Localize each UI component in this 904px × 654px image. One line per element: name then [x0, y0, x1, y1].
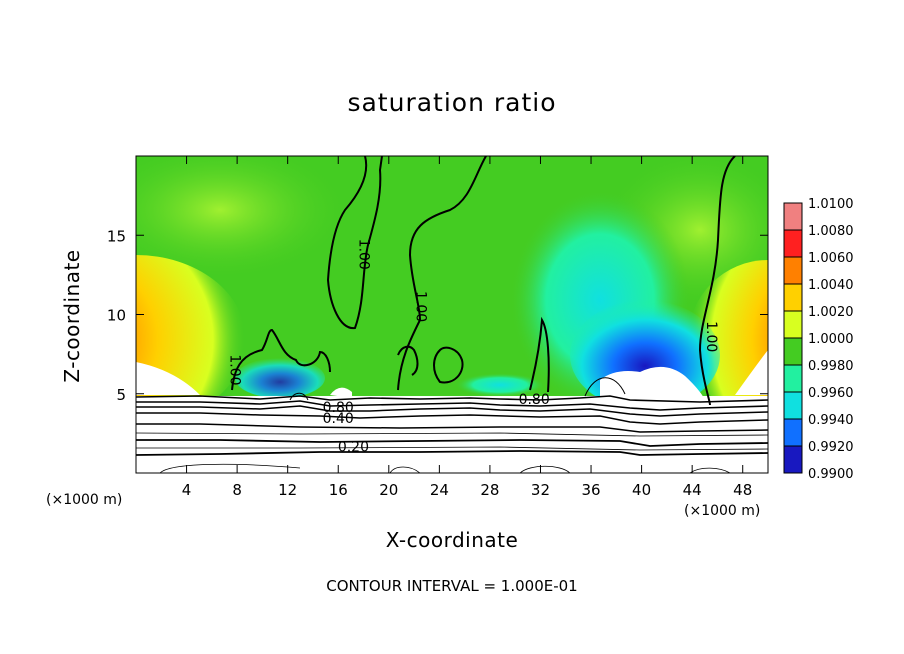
y-ticks: 5 10 15	[107, 227, 768, 404]
x-tick-label: 12	[278, 481, 297, 499]
contour-bottom-arc	[159, 463, 301, 473]
contour-bottom-small-c	[689, 467, 731, 473]
chart-title: saturation ratio	[347, 88, 557, 117]
y-tick-label: 10	[107, 307, 126, 325]
field-white-gap-right	[735, 350, 768, 395]
contour-label: 1.00	[412, 291, 428, 322]
contour-label: 1.00	[356, 239, 372, 270]
contour-0.10	[136, 450, 768, 456]
colorbar-label: 1.0100	[808, 197, 854, 212]
field-cyan-patch-left	[235, 358, 325, 398]
colorbar-label: 1.0080	[808, 224, 854, 239]
contour-0.20	[136, 439, 768, 447]
x-tick-label: 44	[683, 481, 702, 499]
contour-bottom-small-a	[389, 466, 421, 473]
contour-bump-16	[289, 392, 309, 401]
contour-1.00-d	[433, 346, 464, 384]
contour-0.60	[136, 400, 768, 411]
x-axis-label: X-coordinate	[385, 528, 519, 552]
x-tick-label: 48	[733, 481, 752, 499]
colorbar-label: 1.0020	[808, 305, 854, 320]
field-upper-lime-haze	[136, 156, 350, 280]
contour-0.05-fine	[136, 446, 768, 451]
colorbar-swatch	[784, 284, 802, 312]
contour-layer	[136, 156, 768, 473]
contour-labels: 1.001.001.001.000.80 0.800.400.20	[227, 239, 720, 456]
colorbar-swatch	[784, 392, 802, 420]
colorbar-label: 0.9900	[808, 467, 854, 482]
contour-label: 0.40	[323, 411, 354, 427]
contour-1.00-f	[698, 156, 736, 406]
contour-bottom-small-b	[519, 465, 571, 473]
x-tick-label: 4	[182, 481, 192, 499]
colorbar-label: 0.9960	[808, 386, 854, 401]
contour-label: 0.20	[338, 440, 369, 456]
contour-1.00-c	[231, 328, 331, 391]
x-tick-label: 16	[329, 481, 348, 499]
contour-0.10-fine	[136, 432, 768, 437]
x-tick-label: 32	[531, 481, 550, 499]
contour-0.80	[136, 395, 768, 403]
contour-1.00-a	[326, 156, 383, 330]
colorbar-swatch	[784, 311, 802, 339]
contour-0.50	[136, 405, 768, 417]
colorbar-swatch	[784, 203, 802, 231]
field-layer	[136, 156, 768, 473]
contour-bump-36	[584, 377, 626, 397]
colorbar-swatch	[784, 257, 802, 285]
x-tick-label: 20	[379, 481, 398, 499]
contour-0.40	[136, 412, 768, 425]
contour-label: 1.00	[227, 354, 243, 385]
field-cyan-patch-center	[455, 373, 545, 397]
contour-interval-note: CONTOUR INTERVAL = 1.000E-01	[326, 577, 578, 595]
contour-1.00-b	[397, 156, 487, 391]
x-tick-label: 40	[632, 481, 651, 499]
colorbar-label: 0.9940	[808, 413, 854, 428]
colorbar: 1.0100 1.0080 1.0060 1.0040 1.0020 1.0000 0.99…	[783, 197, 854, 482]
field-white-gap-dry	[600, 366, 705, 400]
y-tick-label: 15	[107, 227, 126, 245]
colorbar-label: 1.0060	[808, 251, 854, 266]
x-tick-label: 8	[232, 481, 242, 499]
colorbar-swatch	[784, 365, 802, 393]
x-tick-label: 28	[480, 481, 499, 499]
colorbar-swatch	[784, 446, 802, 474]
contour-label: 0.80	[519, 392, 550, 408]
colorbar-swatch	[784, 230, 802, 258]
contour-label: 1.00	[703, 321, 719, 352]
x-tick-label: 36	[581, 481, 600, 499]
contour-label: 0.80	[323, 400, 354, 416]
colorbar-swatch	[784, 419, 802, 447]
x-unit-label-left: (×1000 m)	[46, 492, 123, 508]
field-white-gap-small	[330, 387, 352, 398]
y-tick-label: 5	[116, 386, 126, 404]
colorbar-label: 1.0000	[808, 332, 854, 347]
x-tick-label: 24	[430, 481, 449, 499]
colorbar-label: 0.9920	[808, 440, 854, 455]
contour-0.30	[136, 423, 768, 433]
x-unit-label-right: (×1000 m)	[684, 503, 761, 519]
field-white-gap-left	[136, 362, 200, 395]
contour-1.00-e	[529, 316, 550, 393]
colorbar-swatch	[784, 338, 802, 366]
contour-1.00-g	[397, 345, 419, 376]
colorbar-label: 0.9980	[808, 359, 854, 374]
x-ticks: 4 8 12 16 20 24 28 32 36 40 44 48	[182, 156, 752, 499]
colorbar-label: 1.0040	[808, 278, 854, 293]
